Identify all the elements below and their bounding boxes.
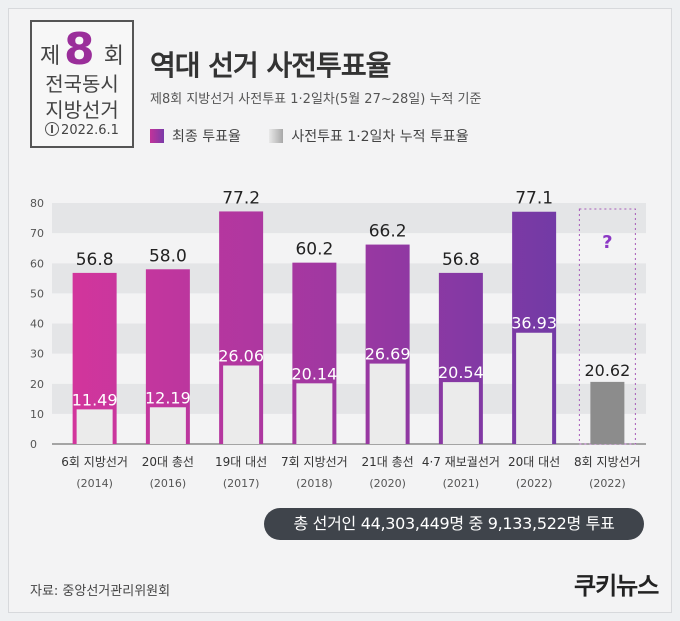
early-value-label: 20.14 [291,364,337,383]
early-value-label: 26.69 [365,345,411,364]
source-note: 자료: 중앙선거관리위원회 [30,584,171,599]
category-label: 20대 대선 [508,455,560,469]
legend-label-early: 사전투표 1·2일차 누적 투표율 [291,129,469,145]
logo-date: 2022.6.1 [61,123,119,138]
category-label: 21대 총선 [362,455,414,469]
legend-swatch-early [269,129,284,143]
summary-pill: 총 선거인 44,303,449명 중 9,133,522명 투표 [264,508,644,540]
legend: 최종 투표율 사전투표 1·2일차 누적 투표율 [150,126,493,146]
logo-prefix: 제 [40,44,61,69]
early-bar [149,407,186,444]
logo-suffix: 회 [103,44,124,69]
category-label: 20대 총선 [142,455,194,469]
early-bar [296,383,333,444]
final-value-label: 66.2 [369,222,407,242]
final-value-label: 56.8 [442,250,480,270]
y-tick-label: 10 [30,408,44,421]
final-value-label: 77.1 [515,189,553,209]
logo-line3: 지방선거 [45,98,119,122]
brand-text: 쿠키뉴스 [574,572,659,600]
early-bar [590,381,625,444]
final-value-label: 58.0 [149,246,187,266]
y-tick-label: 30 [30,348,44,361]
y-tick-label: 70 [30,227,44,240]
page-subtitle: 제8회 지방선거 사전투표 1·2일차(5월 27~28일) 누적 기준 [150,92,482,107]
category-label: 4·7 재보궐선거 [422,455,500,469]
early-bar [369,363,406,444]
election-logo: 제 8 회 전국동시 지방선거 2022.6.1 [30,20,134,148]
logo-number: 8 [64,24,95,75]
legend-item-early: 사전투표 1·2일차 누적 투표율 [269,126,469,146]
y-tick-label: 80 [30,197,44,210]
category-label: 6회 지방선거 [61,455,128,469]
early-value-label: 26.06 [218,346,264,365]
logo-line2: 전국동시 [45,72,119,96]
early-bar [76,409,113,444]
early-bar [442,382,479,444]
ballot-icon [45,122,60,136]
grid-band [52,413,646,444]
category-label: 7회 지방선거 [281,455,348,469]
early-bar [516,332,553,444]
early-value-label: 20.54 [438,363,484,382]
early-value-label: 12.19 [145,388,191,407]
early-value-label: 20.62 [584,361,630,380]
grid-band [52,203,646,234]
legend-label-final: 최종 투표율 [172,129,241,145]
grid-band [52,263,646,294]
final-value-label: 77.2 [222,188,260,208]
category-year: (2020) [369,477,406,490]
y-tick-label: 0 [30,438,37,451]
final-value-label: 60.2 [295,240,333,260]
category-year: (2021) [443,477,480,490]
category-label: 19대 대선 [215,455,267,469]
legend-item-final: 최종 투표율 [150,126,241,146]
y-tick-label: 20 [30,378,44,391]
category-year: (2014) [76,477,113,490]
category-year: (2017) [223,477,260,490]
category-year: (2022) [516,477,553,490]
logo-row1: 제 8 회 [32,24,132,75]
logo-date-row: 2022.6.1 [32,122,132,138]
y-tick-label: 40 [30,318,44,331]
grid-band [52,233,646,264]
category-year: (2018) [296,477,333,490]
category-label: 8회 지방선거 [574,455,641,469]
final-value-label: 56.8 [76,250,114,270]
y-tick-label: 50 [30,287,44,300]
category-year: (2016) [150,477,187,490]
page-title: 역대 선거 사전투표율 [150,49,391,82]
y-tick-label: 60 [30,257,44,270]
early-value-label: 36.93 [511,314,557,333]
brand-logo: 쿠키뉴스 [574,566,659,601]
category-year: (2022) [589,477,626,490]
early-value-label: 11.49 [72,390,118,409]
grid-band [52,353,646,384]
grid-band [52,383,646,414]
legend-swatch-final [150,129,164,143]
pending-question-mark: ? [602,232,612,253]
early-bar [223,365,260,444]
